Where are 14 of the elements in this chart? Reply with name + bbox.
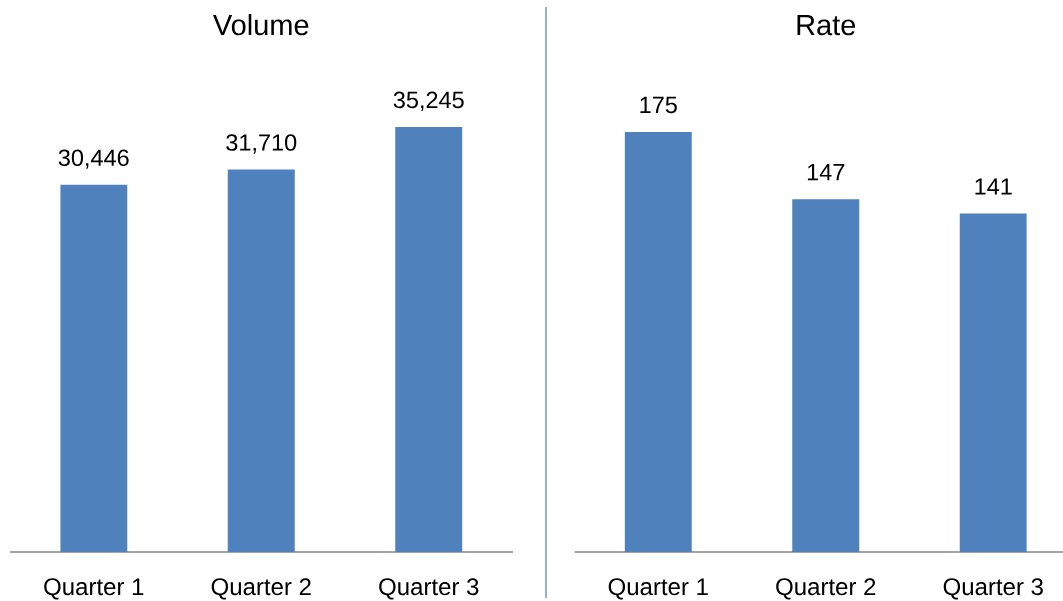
data-label: 30,446 (58, 149, 129, 169)
x-tick-label: Quarter 1 (44, 578, 144, 600)
data-label: 141 (975, 178, 1012, 195)
x-tick-label: Quarter 1 (608, 578, 708, 600)
data-label: 147 (807, 164, 845, 181)
x-tick-label: Quarter 2 (211, 578, 311, 600)
x-tick-label: Quarter 3 (943, 578, 1043, 600)
data-label: 31,710 (226, 134, 297, 154)
chart-title: Volume (213, 13, 309, 36)
x-tick-label: Quarter 3 (379, 578, 479, 600)
data-label: 35,245 (393, 91, 464, 111)
data-label: 175 (640, 96, 677, 114)
chart-title: Rate (797, 15, 856, 36)
x-tick-label: Quarter 2 (776, 578, 876, 600)
